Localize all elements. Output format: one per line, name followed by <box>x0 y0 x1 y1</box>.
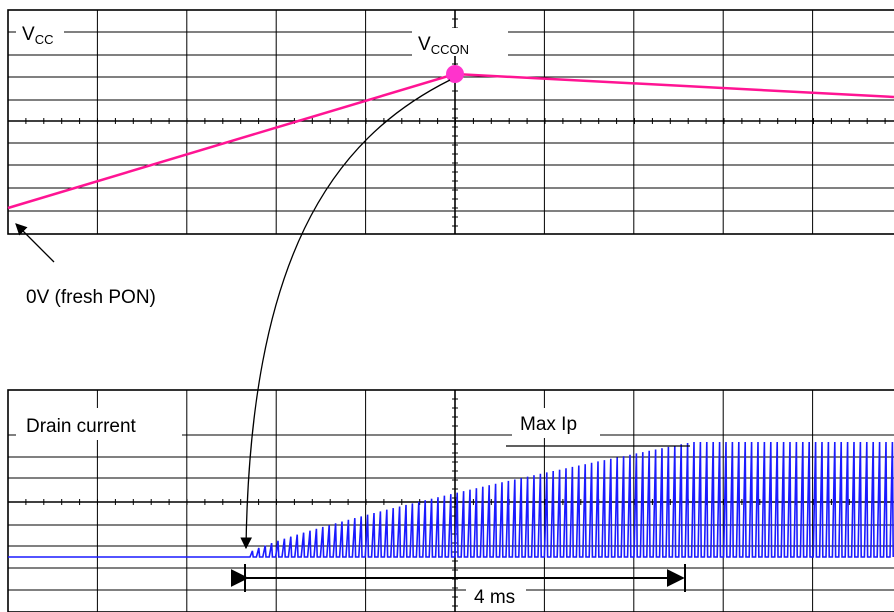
drain-trace <box>8 441 894 558</box>
vccon-dot <box>446 65 464 83</box>
label-box <box>412 28 508 56</box>
drain-label: Drain current <box>26 416 137 437</box>
max-label: Max Ip <box>520 414 577 435</box>
zero-label: 0V (fresh PON) <box>26 287 156 308</box>
link-arrow <box>240 79 451 550</box>
label-box <box>16 18 64 48</box>
vcc-label: VCC <box>22 24 53 47</box>
vccon-label: VCCON <box>418 34 469 57</box>
traces <box>7 65 894 558</box>
label-box <box>512 408 600 438</box>
time-label: 4 ms <box>474 587 515 608</box>
pointer-arrow <box>15 223 55 263</box>
label-box <box>16 408 182 440</box>
label-box <box>466 582 526 610</box>
